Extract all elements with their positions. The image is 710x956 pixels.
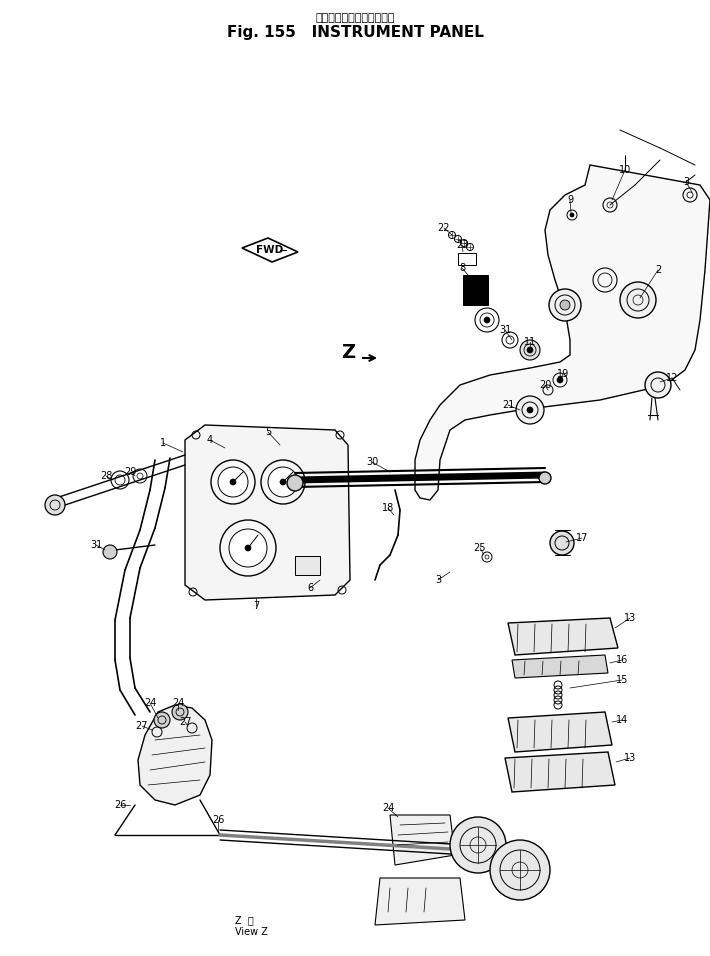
Text: 6: 6 bbox=[307, 583, 313, 593]
Text: 31: 31 bbox=[90, 540, 102, 550]
Circle shape bbox=[230, 479, 236, 485]
Circle shape bbox=[645, 372, 671, 398]
Text: 14: 14 bbox=[616, 715, 628, 725]
Circle shape bbox=[218, 467, 248, 497]
Text: 12: 12 bbox=[666, 373, 678, 383]
Text: 22: 22 bbox=[438, 223, 450, 233]
Text: 1: 1 bbox=[160, 438, 166, 448]
Text: 24: 24 bbox=[144, 698, 156, 708]
Text: 19: 19 bbox=[557, 369, 569, 379]
Circle shape bbox=[229, 529, 267, 567]
Polygon shape bbox=[508, 618, 618, 655]
Circle shape bbox=[550, 531, 574, 555]
Circle shape bbox=[450, 817, 506, 873]
Polygon shape bbox=[185, 425, 350, 600]
Text: Z: Z bbox=[341, 342, 355, 361]
Circle shape bbox=[103, 545, 117, 559]
Text: 29: 29 bbox=[124, 467, 136, 477]
Circle shape bbox=[261, 460, 305, 504]
Text: 15: 15 bbox=[616, 675, 628, 685]
Text: 26: 26 bbox=[114, 800, 126, 810]
Text: 25: 25 bbox=[474, 543, 486, 553]
Circle shape bbox=[268, 467, 298, 497]
Text: 16: 16 bbox=[616, 655, 628, 665]
Text: 10: 10 bbox=[619, 165, 631, 175]
Circle shape bbox=[557, 377, 563, 383]
Circle shape bbox=[539, 472, 551, 484]
Polygon shape bbox=[415, 165, 710, 500]
Text: 3: 3 bbox=[435, 575, 441, 585]
Circle shape bbox=[490, 840, 550, 900]
Circle shape bbox=[570, 213, 574, 217]
Circle shape bbox=[211, 460, 255, 504]
Circle shape bbox=[527, 347, 533, 353]
Polygon shape bbox=[512, 655, 608, 678]
Text: Fig. 155   INSTRUMENT PANEL: Fig. 155 INSTRUMENT PANEL bbox=[226, 25, 484, 39]
Polygon shape bbox=[508, 712, 612, 752]
Circle shape bbox=[154, 712, 170, 728]
Circle shape bbox=[520, 340, 540, 360]
Text: FWD: FWD bbox=[256, 245, 283, 255]
Circle shape bbox=[527, 407, 533, 413]
Text: 24: 24 bbox=[172, 698, 184, 708]
Text: 2: 2 bbox=[655, 265, 661, 275]
Text: 11: 11 bbox=[524, 337, 536, 347]
Text: 3: 3 bbox=[683, 177, 689, 187]
Polygon shape bbox=[375, 878, 465, 925]
Text: 20: 20 bbox=[539, 380, 551, 390]
Text: インスツルメント　パネル: インスツルメント パネル bbox=[315, 13, 395, 23]
Text: 4: 4 bbox=[207, 435, 213, 445]
Text: 8: 8 bbox=[459, 263, 465, 273]
Text: 17: 17 bbox=[576, 533, 588, 543]
Text: 26: 26 bbox=[212, 815, 224, 825]
Circle shape bbox=[560, 300, 570, 310]
Text: Z  矢: Z 矢 bbox=[235, 915, 253, 925]
Circle shape bbox=[687, 192, 693, 198]
Text: 27: 27 bbox=[136, 721, 148, 731]
Text: View Z: View Z bbox=[235, 927, 268, 937]
Text: 5: 5 bbox=[265, 427, 271, 437]
Polygon shape bbox=[295, 556, 320, 575]
Text: 23: 23 bbox=[456, 240, 468, 250]
Circle shape bbox=[549, 289, 581, 321]
Text: 28: 28 bbox=[100, 471, 112, 481]
Text: 18: 18 bbox=[382, 503, 394, 513]
Circle shape bbox=[245, 545, 251, 551]
Text: 24: 24 bbox=[382, 803, 394, 813]
Polygon shape bbox=[505, 752, 615, 792]
Polygon shape bbox=[138, 705, 212, 805]
Text: 13: 13 bbox=[624, 613, 636, 623]
Circle shape bbox=[484, 317, 490, 323]
Polygon shape bbox=[390, 815, 455, 865]
Circle shape bbox=[620, 282, 656, 318]
Text: 27: 27 bbox=[179, 717, 191, 727]
Text: 21: 21 bbox=[502, 400, 514, 410]
Text: 9: 9 bbox=[567, 195, 573, 205]
Circle shape bbox=[45, 495, 65, 515]
Circle shape bbox=[280, 479, 286, 485]
Circle shape bbox=[172, 704, 188, 720]
Text: 31: 31 bbox=[499, 325, 511, 335]
Text: 30: 30 bbox=[366, 457, 378, 467]
Polygon shape bbox=[463, 275, 488, 305]
Circle shape bbox=[287, 475, 303, 491]
Polygon shape bbox=[242, 238, 298, 262]
Circle shape bbox=[220, 520, 276, 576]
Circle shape bbox=[516, 396, 544, 424]
Text: 7: 7 bbox=[253, 601, 259, 611]
Text: 13: 13 bbox=[624, 753, 636, 763]
